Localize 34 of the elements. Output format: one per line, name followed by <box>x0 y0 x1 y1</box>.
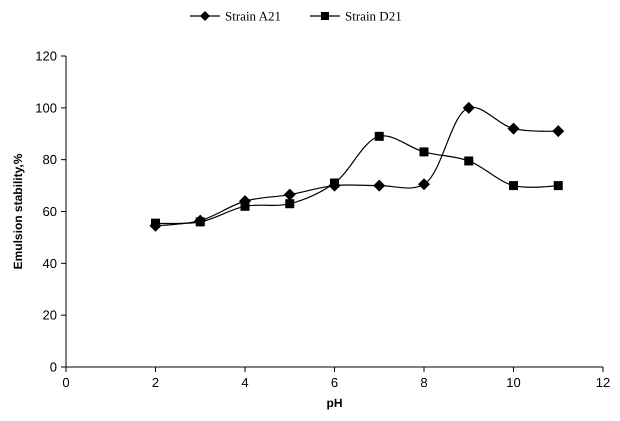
point <box>240 202 250 211</box>
point <box>284 188 296 201</box>
legend-label: Strain A21 <box>225 8 281 24</box>
y-tick-label: 0 <box>50 360 57 374</box>
point <box>464 156 474 166</box>
point <box>330 178 339 188</box>
y-tick-label: 20 <box>42 308 57 323</box>
y-tick-label: 40 <box>42 256 57 271</box>
x-tick-label: 4 <box>241 375 249 390</box>
x-tick-label: 8 <box>420 375 428 390</box>
y-axis-title: Emulsion stability,% <box>11 153 25 270</box>
point <box>508 122 520 135</box>
x-axis-title: pH <box>326 396 342 410</box>
point <box>285 199 294 208</box>
x-tick-label: 0 <box>62 375 70 390</box>
x-tick-label: 12 <box>596 375 610 390</box>
point <box>420 147 428 156</box>
y-tick-label: 60 <box>42 204 57 219</box>
point <box>462 102 475 114</box>
point <box>374 132 384 141</box>
legend-label: Strain D21 <box>345 8 402 24</box>
point <box>418 178 430 190</box>
point <box>151 218 160 228</box>
y-tick-label: 80 <box>42 152 57 168</box>
point <box>509 181 518 190</box>
point <box>373 180 386 192</box>
point <box>196 217 205 226</box>
x-tick-label: 2 <box>152 375 160 390</box>
y-tick-label: 120 <box>35 48 57 64</box>
x-tick-label: 6 <box>330 375 338 390</box>
point <box>552 125 564 138</box>
point <box>554 181 563 190</box>
x-tick-label: 10 <box>506 375 521 390</box>
y-tick-label: 100 <box>35 100 57 116</box>
